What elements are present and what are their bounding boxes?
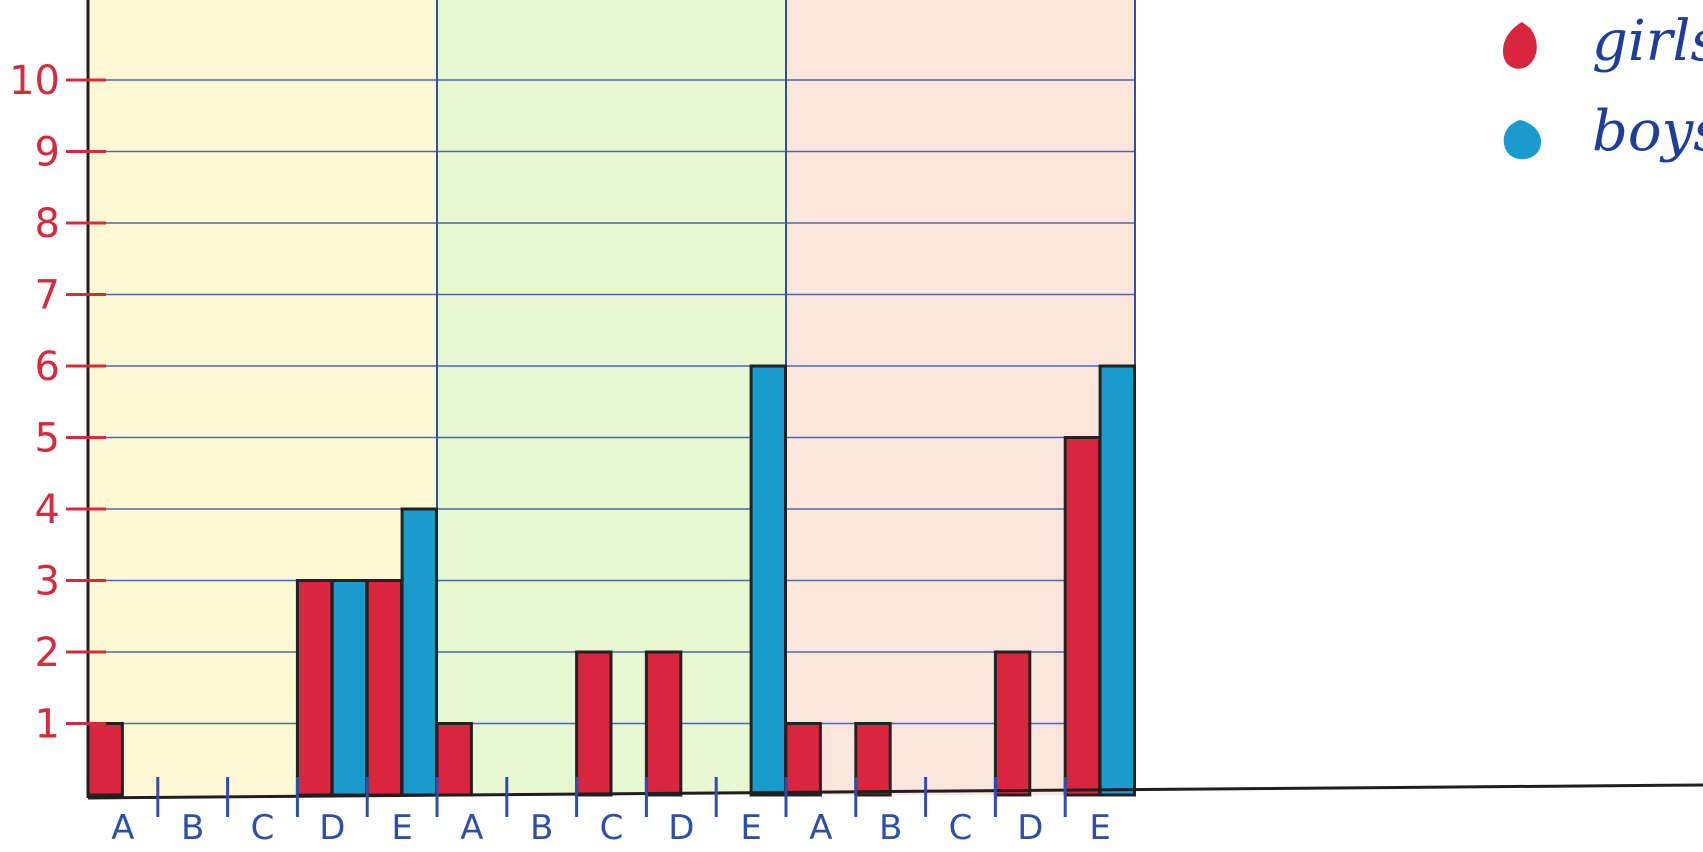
x-tick-label: D: [319, 808, 345, 848]
bar-girls: [86, 722, 124, 797]
bar-boys: [330, 579, 369, 797]
y-tick-label: 4: [35, 487, 60, 533]
bar-girls: [575, 650, 613, 797]
legend-swatch-boys: [1503, 120, 1542, 160]
legend-item-boys: boys: [1503, 99, 1703, 164]
y-tick-label: 9: [35, 130, 60, 176]
legend-item-girls: girls: [1502, 9, 1703, 74]
bar-girls: [993, 650, 1032, 797]
bar-girls: [854, 722, 892, 797]
bars: [86, 364, 1136, 797]
y-tick-label: 8: [35, 201, 60, 247]
axes: [86, 0, 1703, 800]
bar-boys: [400, 507, 439, 797]
x-tick-label: E: [391, 808, 412, 848]
gridlines: [88, 79, 1135, 725]
y-tick-label: 10: [9, 58, 60, 104]
y-tick-label: 2: [35, 630, 60, 676]
group-backgrounds: [88, 0, 1135, 795]
y-ticks: 1 2 3 4 5 6 7 8 9 10: [9, 58, 106, 748]
x-tick-label: C: [949, 808, 973, 848]
x-tick-label: E: [1089, 808, 1110, 848]
x-tick-label: A: [809, 808, 832, 848]
bar-girls: [295, 579, 334, 797]
y-tick-label: 7: [35, 273, 60, 319]
x-tick-label: D: [1017, 808, 1043, 848]
x-tick-label: B: [879, 808, 902, 848]
legend: girls boys: [1502, 9, 1703, 164]
bar-boys: [1098, 364, 1136, 797]
y-tick-label: 6: [35, 344, 60, 390]
bar-girls: [784, 722, 822, 797]
bar-girls: [1063, 436, 1102, 797]
bar-boys: [749, 364, 787, 797]
x-tick-label: C: [600, 808, 624, 848]
legend-label-boys: boys: [1592, 99, 1703, 164]
y-tick-label: 3: [35, 559, 60, 605]
bar-girls: [644, 650, 683, 797]
x-tick-label: B: [181, 808, 204, 848]
x-tick-label: C: [251, 808, 275, 848]
legend-label-girls: girls: [1592, 9, 1703, 74]
x-tick-label: B: [530, 808, 553, 848]
legend-swatch-girls: [1502, 22, 1537, 69]
x-axis: [87, 783, 1703, 800]
x-tick-label: A: [111, 808, 134, 848]
x-tick-label: A: [460, 808, 483, 848]
y-tick-label: 5: [35, 416, 60, 462]
x-tick-label: E: [740, 808, 761, 848]
x-tick-label: D: [668, 808, 694, 848]
bar-girls: [365, 579, 404, 797]
y-tick-label: 1: [35, 702, 60, 748]
bar-girls: [435, 722, 473, 797]
